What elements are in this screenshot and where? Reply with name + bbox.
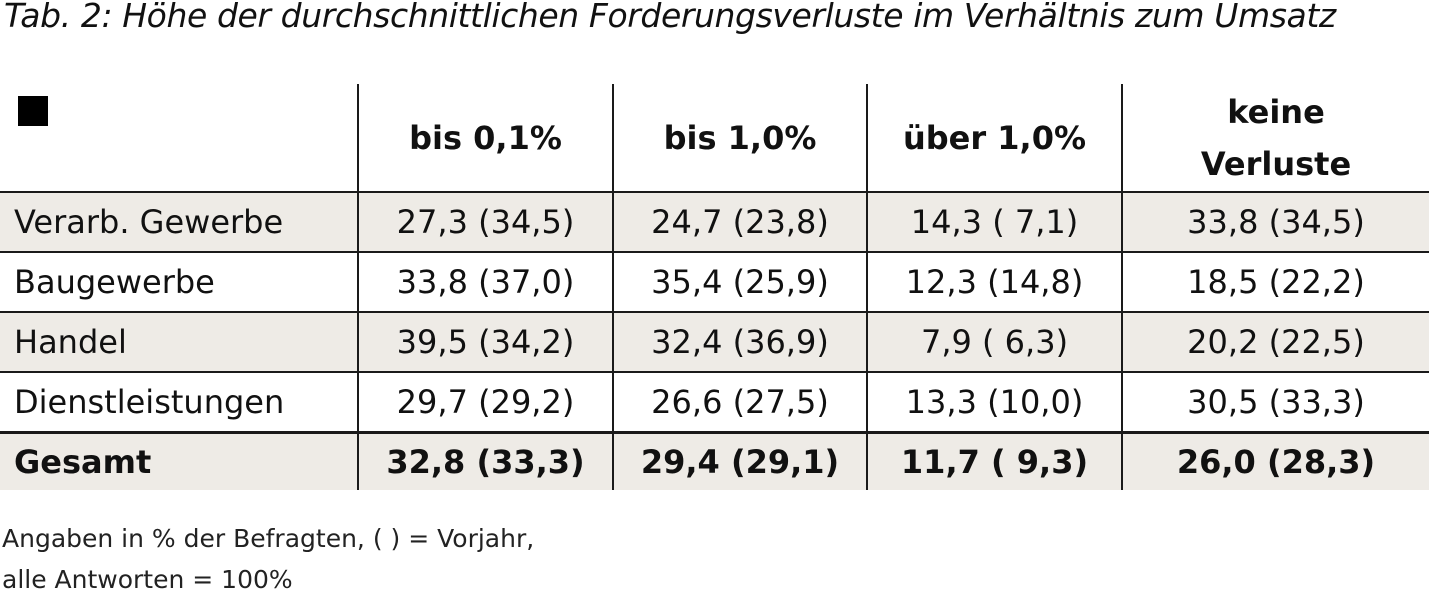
table-cell: 14,3 ( 7,1) [866,192,1122,253]
table-title: Tab. 2: Höhe der durchschnittlichen Ford… [4,0,1336,35]
header-row: bis 0,1% bis 1,0% über 1,0% keine Verlus… [0,84,1429,193]
table-cell: 24,7 (23,8) [612,192,867,253]
total-cell: 26,0 (28,3) [1121,432,1429,490]
table-cell: 7,9 ( 6,3) [866,312,1122,373]
row-label: Dienstleistungen [0,372,358,434]
black-square-icon [18,96,48,126]
loss-ratio-table: bis 0,1% bis 1,0% über 1,0% keine Verlus… [0,84,1429,490]
table-cell: 30,5 (33,3) [1121,372,1429,434]
table-cell: 29,7 (29,2) [357,372,613,434]
total-cell: 32,8 (33,3) [357,432,613,490]
row-label: Baugewerbe [0,252,358,313]
total-label: Gesamt [0,432,358,490]
table-row: Handel 39,5 (34,2) 32,4 (36,9) 7,9 ( 6,3… [0,312,1429,373]
table-cell: 33,8 (34,5) [1121,192,1429,253]
table-cell: 32,4 (36,9) [612,312,867,373]
table-cell: 20,2 (22,5) [1121,312,1429,373]
corner-cell [0,84,358,193]
row-label: Verarb. Gewerbe [0,192,358,253]
table-cell: 33,8 (37,0) [357,252,613,313]
footnote-line: alle Antworten = 100% [2,565,293,594]
table-row: Verarb. Gewerbe 27,3 (34,5) 24,7 (23,8) … [0,192,1429,253]
row-label: Handel [0,312,358,373]
total-cell: 29,4 (29,1) [612,432,867,490]
table-cell: 27,3 (34,5) [357,192,613,253]
table-cell: 35,4 (25,9) [612,252,867,313]
column-header: bis 1,0% [612,84,867,193]
table-row: Baugewerbe 33,8 (37,0) 35,4 (25,9) 12,3 … [0,252,1429,313]
table-cell: 26,6 (27,5) [612,372,867,434]
table-row: Dienstleistungen 29,7 (29,2) 26,6 (27,5)… [0,372,1429,434]
column-header: keine Verluste [1121,84,1429,193]
column-header: über 1,0% [866,84,1122,193]
table-cell: 13,3 (10,0) [866,372,1122,434]
table-footnote: Angaben in % der Befragten, ( ) = Vorjah… [2,518,534,600]
table-cell: 39,5 (34,2) [357,312,613,373]
table-cell: 12,3 (14,8) [866,252,1122,313]
footnote-line: Angaben in % der Befragten, ( ) = Vorjah… [2,524,535,553]
total-cell: 11,7 ( 9,3) [866,432,1122,490]
total-row: Gesamt 32,8 (33,3) 29,4 (29,1) 11,7 ( 9,… [0,432,1429,490]
column-header: bis 0,1% [357,84,613,193]
column-header-label: keine Verluste [1200,92,1352,183]
table-cell: 18,5 (22,2) [1121,252,1429,313]
